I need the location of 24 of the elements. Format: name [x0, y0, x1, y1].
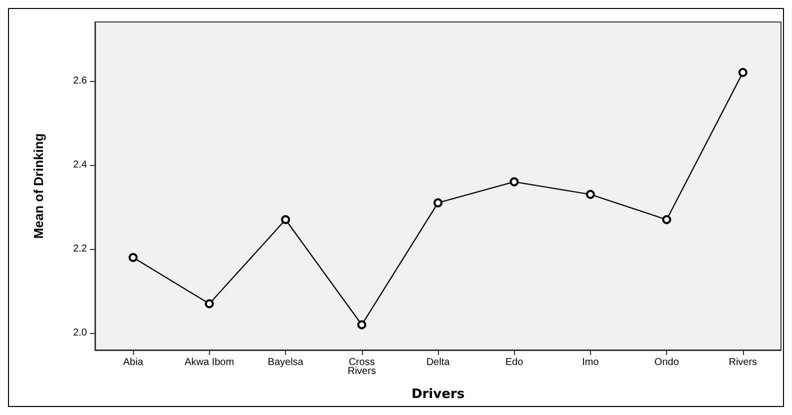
- point: [586, 190, 595, 199]
- x-axis-title: Drivers: [411, 387, 465, 402]
- point: [738, 68, 748, 77]
- y-tick-label: 2.2: [73, 244, 88, 255]
- x-tick-label: Imo: [582, 357, 600, 368]
- point: [128, 252, 138, 262]
- point: [357, 320, 366, 330]
- x-tick-label: Abia: [123, 357, 144, 368]
- point: [434, 198, 442, 208]
- x-tick-label: Bayelsa: [268, 357, 304, 368]
- y-tick-label: 2.6: [73, 75, 88, 86]
- y-axis-title: Mean of Drinking: [31, 133, 46, 239]
- point: [510, 177, 519, 186]
- point: [204, 299, 214, 308]
- x-tick-label: Delta: [426, 357, 450, 368]
- x-tick-label: Cross Rivers: [348, 357, 376, 377]
- x-tick-label: Ondo: [654, 357, 680, 368]
- point: [662, 215, 672, 224]
- x-tick-label: Akwa Ibom: [184, 357, 234, 368]
- x-tick-label: Edo: [505, 357, 524, 368]
- y-tick-label: 2.0: [73, 328, 88, 339]
- point: [281, 215, 290, 224]
- y-tick-label: 2.4: [73, 159, 88, 170]
- x-tick-label: Rivers: [728, 357, 758, 368]
